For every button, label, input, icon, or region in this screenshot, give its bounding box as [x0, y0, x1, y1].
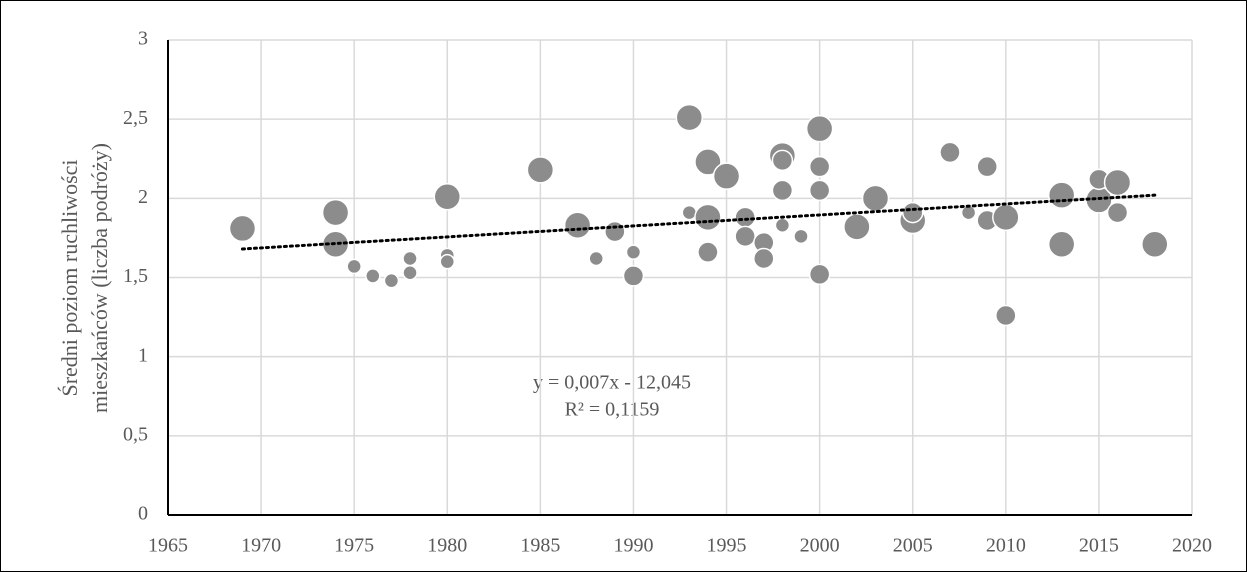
- x-tick-label: 1965: [148, 535, 188, 557]
- bubble: [439, 253, 456, 270]
- bubble: [976, 155, 998, 178]
- x-tick-label: 2005: [893, 535, 933, 557]
- bubble: [808, 155, 831, 178]
- bubble: [228, 214, 257, 243]
- bubble: [793, 228, 809, 245]
- bubble: [1047, 181, 1076, 209]
- bubble: [843, 213, 871, 241]
- bubble: [433, 183, 462, 211]
- bubble: [402, 250, 418, 267]
- y-axis-label-line: Średni poziom ruchliwości: [57, 159, 82, 396]
- bubble: [694, 203, 722, 232]
- equation: y = 0,007x - 12,045: [533, 372, 691, 394]
- bubble: [1047, 230, 1076, 258]
- x-tick-label: 2010: [986, 535, 1026, 557]
- bubble: [563, 211, 592, 239]
- bubble: [808, 179, 831, 202]
- bubble: [771, 149, 794, 172]
- bubble: [694, 148, 722, 176]
- x-tick-label: 1980: [427, 535, 467, 557]
- x-tick-label: 2000: [800, 535, 840, 557]
- x-tick-label: 1975: [334, 535, 374, 557]
- bubble: [771, 179, 794, 202]
- bubble: [625, 244, 642, 260]
- bubble: [1103, 168, 1132, 197]
- bubble: [939, 141, 961, 164]
- y-tick-label: 0,5: [123, 423, 148, 445]
- y-tick-label: 1,5: [123, 265, 148, 287]
- x-tick-label: 1990: [613, 535, 653, 557]
- bubble: [753, 247, 775, 270]
- y-tick-label: 2: [138, 186, 148, 208]
- bubble: [1141, 230, 1169, 258]
- x-tick-label: 1995: [707, 535, 747, 557]
- bubble: [365, 268, 381, 284]
- bubble: [808, 263, 831, 286]
- bubble: [992, 203, 1020, 232]
- bubble: [901, 201, 924, 224]
- y-axis-label: Średni poziom ruchliwości mieszkańców (l…: [57, 143, 112, 413]
- bubble: [861, 184, 890, 213]
- bubble: [402, 265, 418, 281]
- bubble: [734, 206, 756, 229]
- bubble: [774, 217, 791, 233]
- y-tick-label: 2,5: [123, 107, 148, 129]
- x-tick-label: 1970: [241, 535, 281, 557]
- bubble: [995, 304, 1017, 327]
- y-tick-label: 3: [138, 28, 148, 50]
- y-tick-label: 0: [138, 503, 148, 525]
- trendline: [240, 193, 1157, 251]
- bubble: [588, 250, 604, 267]
- bubble: [604, 220, 626, 243]
- bubble: [321, 198, 350, 227]
- bubble: [697, 241, 719, 263]
- bubble: [712, 162, 741, 190]
- x-tick-label: 1985: [520, 535, 560, 557]
- bubble: [526, 156, 555, 184]
- bubble: [346, 258, 362, 275]
- x-tick-label: 2020: [1172, 535, 1212, 557]
- bubble: [383, 272, 400, 289]
- y-tick-label: 1: [138, 344, 148, 366]
- bubble: [622, 265, 645, 287]
- bubble: [1106, 201, 1129, 224]
- bubble: [734, 225, 756, 248]
- x-tick-label: 2015: [1079, 535, 1119, 557]
- y-axis-label-line: mieszkańców (liczba podróży): [87, 143, 112, 413]
- r-squared: R² = 0,1159: [565, 399, 660, 421]
- bubble: [675, 103, 704, 132]
- bubble: [805, 114, 834, 143]
